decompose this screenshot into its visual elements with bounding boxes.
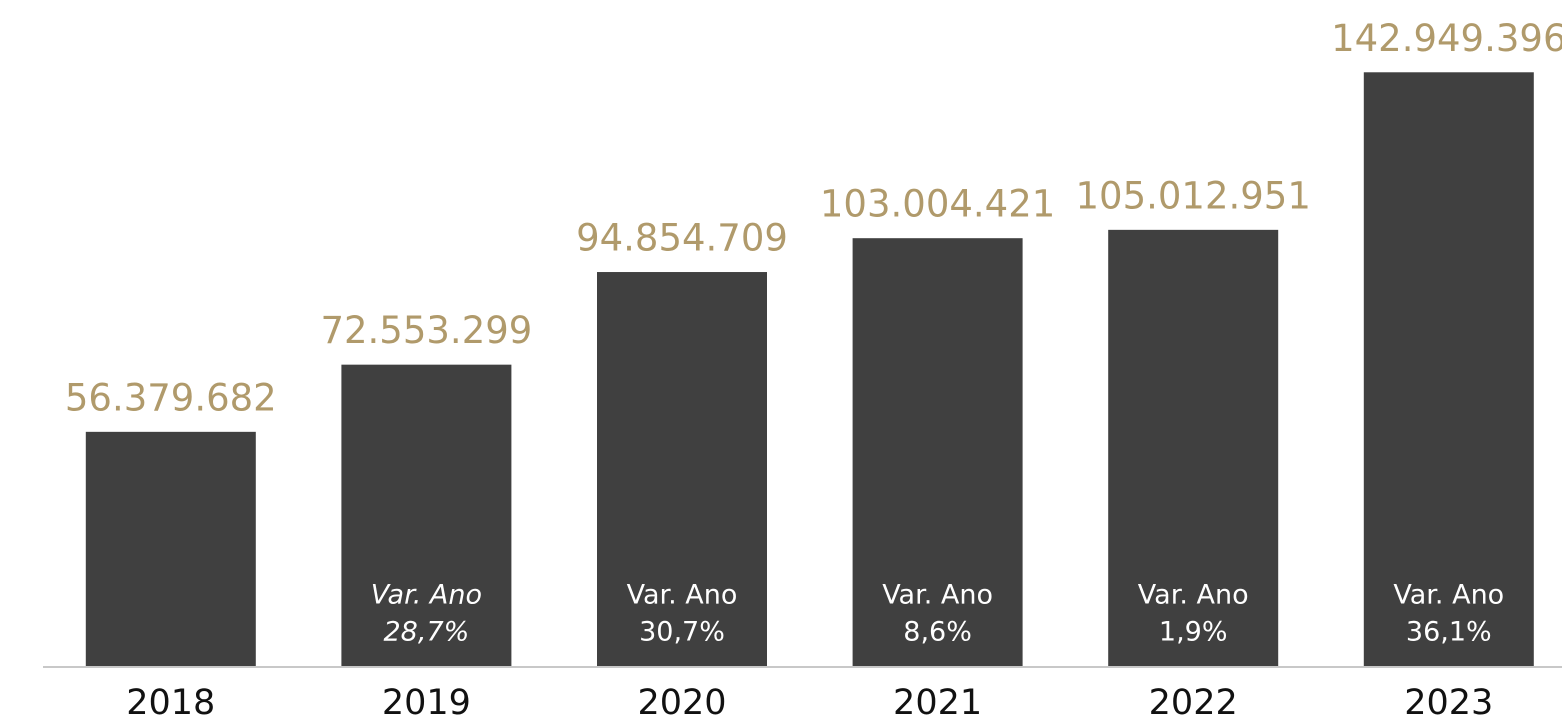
- value-label: 105.012.951: [1076, 174, 1311, 217]
- x-tick-label: 2023: [1404, 683, 1493, 721]
- bar: [1363, 72, 1534, 666]
- value-label: 94.854.709: [576, 217, 788, 260]
- x-tick-label: 2022: [1149, 683, 1238, 721]
- value-label: 56.379.682: [65, 376, 277, 419]
- x-tick-label: 2021: [893, 683, 982, 721]
- annotation-text: 30,7%: [639, 617, 725, 648]
- bar: [85, 431, 256, 666]
- annotation-title: Var. Ano: [627, 580, 738, 611]
- bar: [341, 364, 512, 666]
- bar: [597, 272, 767, 666]
- x-tick-label: 2018: [126, 683, 215, 721]
- annotation-text: 28,7%: [384, 617, 470, 648]
- value-label: 72.553.299: [320, 309, 532, 352]
- annotation-text: 8,6%: [903, 617, 972, 648]
- annotation-text: 1,9%: [1159, 617, 1228, 648]
- x-tick-label: 2019: [382, 683, 471, 721]
- x-tick-label: 2020: [637, 683, 726, 721]
- value-label: 142.949.396: [1331, 17, 1562, 60]
- annotation-title: Var. Ano: [882, 580, 993, 611]
- value-label: 103.004.421: [820, 183, 1055, 226]
- bar: [1108, 229, 1279, 667]
- annotation-title: Var. Ano: [371, 580, 482, 611]
- annotation-text: 36,1%: [1406, 617, 1492, 648]
- bar: [852, 238, 1023, 667]
- annotation-title: Var. Ano: [1393, 580, 1504, 611]
- annotation-title: Var. Ano: [1138, 580, 1249, 611]
